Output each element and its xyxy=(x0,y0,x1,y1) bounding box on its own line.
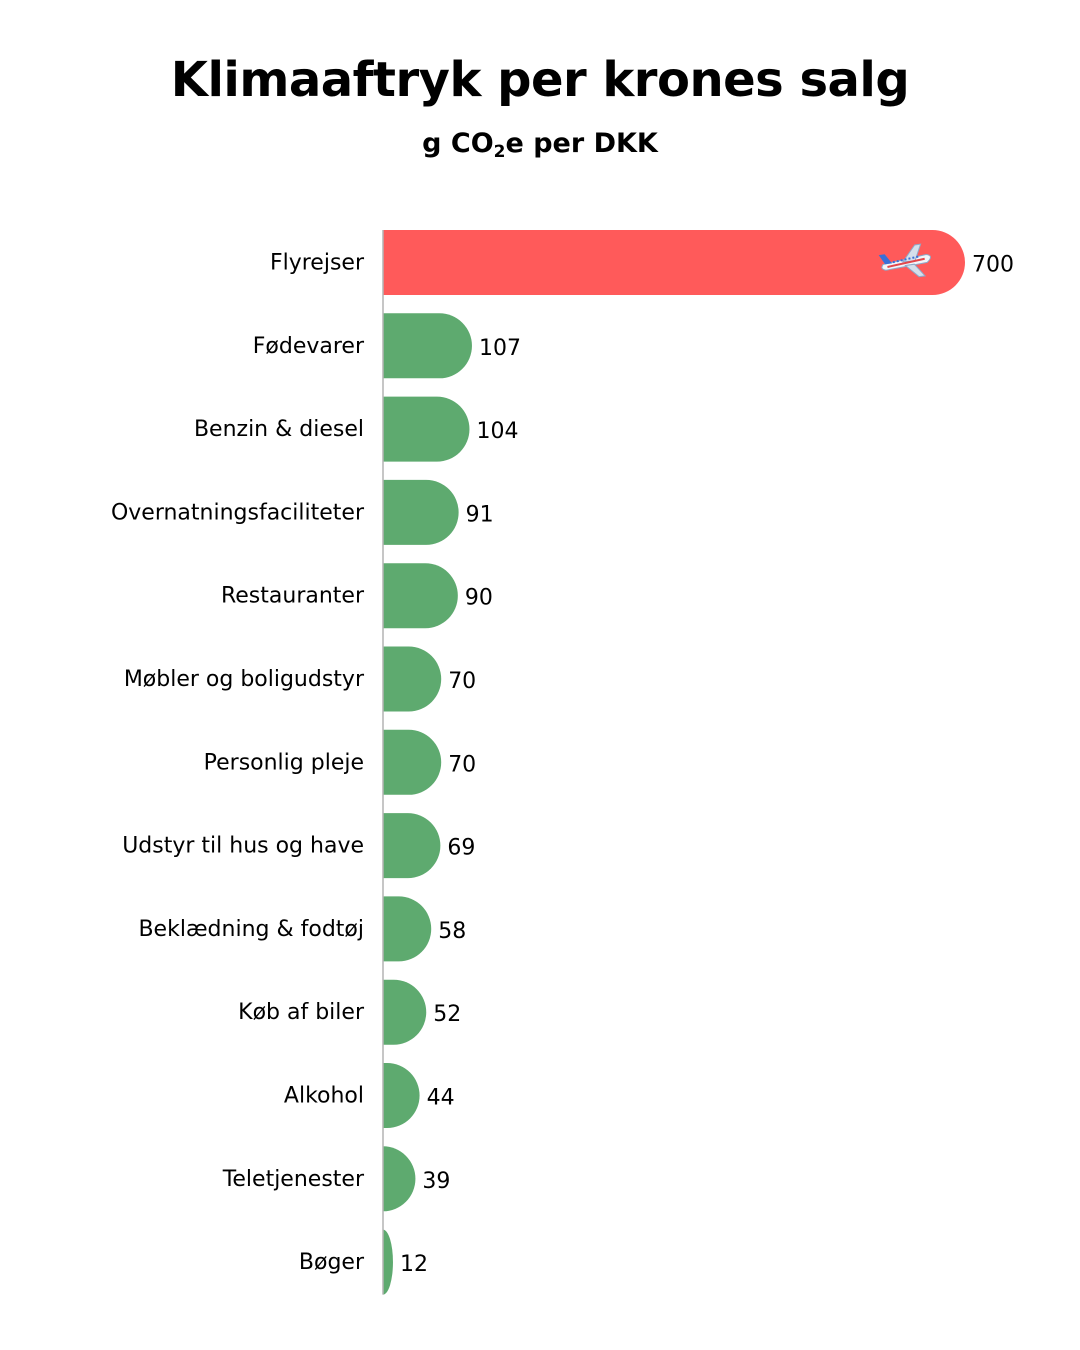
bar-koeb-af-biler xyxy=(383,979,427,1045)
value-label-udstyr-til-hus-og-have: 69 xyxy=(447,836,475,861)
category-label-koeb-af-biler: Køb af biler xyxy=(238,1000,365,1025)
bar-boeger xyxy=(383,1229,393,1295)
value-label-restauranter: 90 xyxy=(465,586,493,611)
bar-moebler-og-boligudstyr xyxy=(383,646,442,712)
category-label-overnatningsfaciliteter: Overnatningsfaciliteter xyxy=(111,500,365,525)
category-label-personlig-pleje: Personlig pleje xyxy=(204,750,364,775)
bar-beklaedning-and-fodtoej xyxy=(383,896,432,962)
value-label-boeger: 12 xyxy=(400,1252,428,1277)
bar-overnatningsfaciliteter xyxy=(383,479,459,545)
category-label-udstyr-til-hus-og-have: Udstyr til hus og have xyxy=(122,834,364,859)
subtitle-subscript: 2 xyxy=(493,142,506,162)
value-label-personlig-pleje: 70 xyxy=(448,752,476,777)
bar-teletjenester xyxy=(383,1146,416,1212)
category-label-moebler-og-boligudstyr: Møbler og boligudstyr xyxy=(124,667,365,692)
bar-personlig-pleje xyxy=(383,729,442,795)
value-label-overnatningsfaciliteter: 91 xyxy=(466,502,494,527)
bar-restauranter xyxy=(383,563,458,629)
value-label-benzin-and-diesel: 104 xyxy=(476,419,518,444)
bar-udstyr-til-hus-og-have xyxy=(383,813,441,879)
airplane-part-0 xyxy=(881,253,931,271)
value-label-alkohol: 44 xyxy=(427,1086,455,1111)
category-label-teletjenester: Teletjenester xyxy=(222,1167,365,1192)
value-label-moebler-og-boligudstyr: 70 xyxy=(448,669,476,694)
category-label-beklaedning-and-fodtoej: Beklædning & fodtøj xyxy=(138,917,364,942)
airplane-part-5 xyxy=(892,255,919,264)
category-label-restauranter: Restauranter xyxy=(221,584,365,609)
airplane-part-3 xyxy=(878,254,892,265)
category-label-alkohol: Alkohol xyxy=(284,1084,364,1109)
bar-alkohol xyxy=(383,1063,420,1128)
value-label-beklaedning-and-fodtoej: 58 xyxy=(438,919,466,944)
value-label-foedevarer: 107 xyxy=(479,336,521,361)
airplane-part-2 xyxy=(904,263,927,278)
bar-flyrejser xyxy=(383,230,965,295)
category-label-benzin-and-diesel: Benzin & diesel xyxy=(194,417,364,442)
subtitle-prefix: g CO xyxy=(422,128,494,159)
value-label-flyrejser: 700 xyxy=(972,253,1014,278)
chart-subtitle: g CO2e per DKK xyxy=(0,128,1080,162)
category-label-flyrejser: Flyrejser xyxy=(270,251,365,276)
category-label-boeger: Bøger xyxy=(299,1250,365,1275)
chart-title: Klimaaftryk per krones salg xyxy=(170,52,910,108)
subtitle-suffix: e per DKK xyxy=(505,128,658,159)
airplane-icon xyxy=(878,243,931,278)
value-label-koeb-af-biler: 52 xyxy=(433,1002,461,1027)
bar-benzin-and-diesel xyxy=(383,396,470,462)
value-label-teletjenester: 39 xyxy=(422,1169,450,1194)
airplane-part-1 xyxy=(901,243,922,263)
bar-foedevarer xyxy=(383,313,472,379)
airplane-part-4 xyxy=(887,257,925,268)
category-label-foedevarer: Fødevarer xyxy=(253,334,365,359)
